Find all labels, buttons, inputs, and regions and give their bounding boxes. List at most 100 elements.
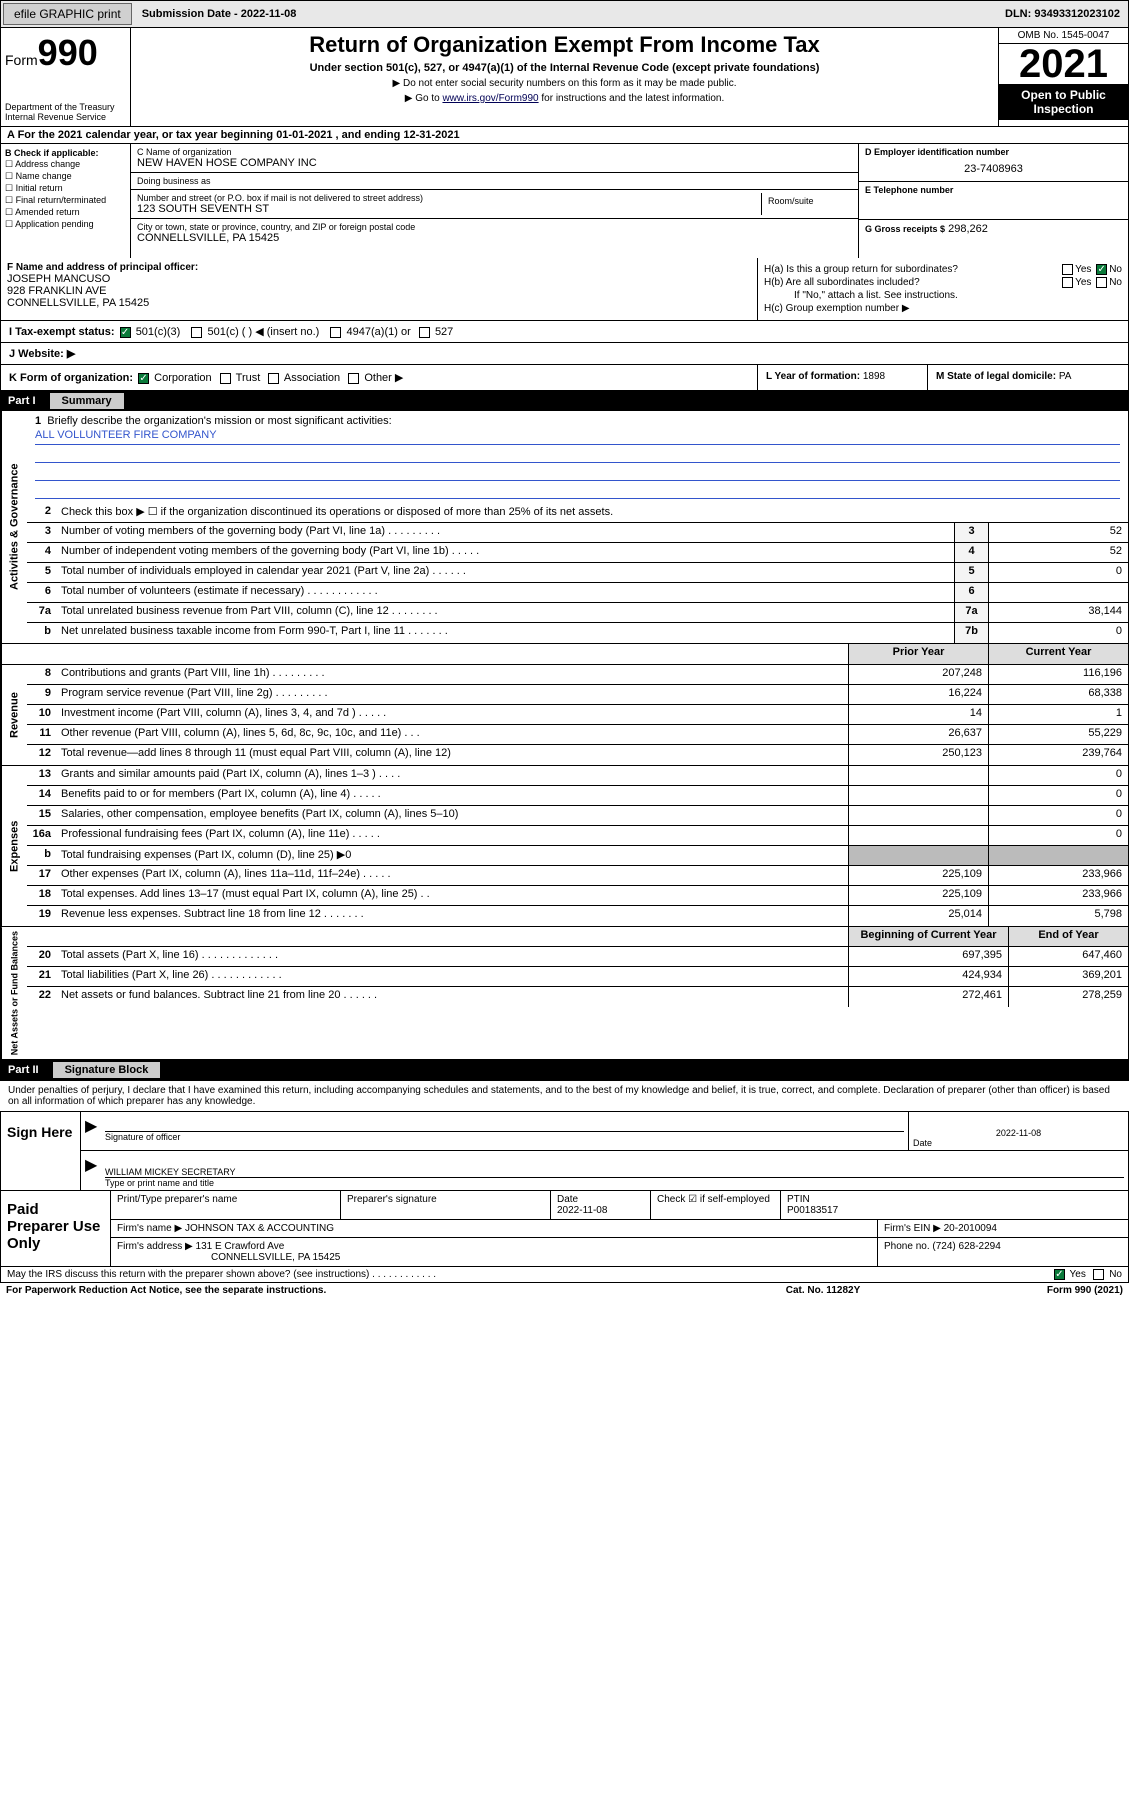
prep-date-val: 2022-11-08 [557, 1205, 607, 1216]
summary-row: 15Salaries, other compensation, employee… [27, 806, 1128, 826]
summary-row: 12Total revenue—add lines 8 through 11 (… [27, 745, 1128, 765]
dba-label: Doing business as [137, 176, 852, 186]
officer-label: F Name and address of principal officer: [7, 262, 751, 273]
footer-bottom: For Paperwork Reduction Act Notice, see … [0, 1283, 1129, 1298]
hb-line: H(b) Are all subordinates included? Yes … [764, 277, 1122, 288]
city-label: City or town, state or province, country… [137, 222, 852, 232]
firm-phone-val: (724) 628-2294 [932, 1241, 1000, 1252]
501c3-chk[interactable]: ✓ [120, 327, 131, 338]
summary-row: 18Total expenses. Add lines 13–17 (must … [27, 886, 1128, 906]
part2-header: Part II Signature Block [0, 1060, 1129, 1080]
summary-exp: Expenses 13Grants and similar amounts pa… [0, 766, 1129, 927]
527-chk[interactable] [419, 327, 430, 338]
prep-sig-lbl: Preparer's signature [341, 1191, 551, 1219]
org-name-label: C Name of organization [137, 147, 852, 157]
footer-discuss: May the IRS discuss this return with the… [0, 1267, 1129, 1283]
summary-row: 17Other expenses (Part IX, column (A), l… [27, 866, 1128, 886]
topbar: efile GRAPHIC print Submission Date - 20… [0, 0, 1129, 28]
ptin-val: P00183517 [787, 1205, 838, 1216]
ha-no[interactable]: ✓ [1096, 264, 1107, 275]
chk-amended[interactable]: ☐ Amended return [5, 207, 126, 218]
side-net: Net Assets or Fund Balances [1, 927, 27, 1059]
chk-name[interactable]: ☐ Name change [5, 171, 126, 182]
summary-row: 11Other revenue (Part VIII, column (A), … [27, 725, 1128, 745]
irs-label: Internal Revenue Service [5, 112, 126, 122]
section-bcd: B Check if applicable: ☐ Address change … [0, 144, 1129, 258]
firm-name-val: JOHNSON TAX & ACCOUNTING [185, 1223, 334, 1234]
hb-note: If "No," attach a list. See instructions… [764, 290, 1122, 301]
mission-text: ALL VOLLUNTEER FIRE COMPANY [35, 429, 1120, 445]
note-link: ▶ Go to www.irs.gov/Form990 for instruct… [139, 93, 990, 104]
sig-arrow2-icon: ▶ [81, 1151, 101, 1190]
side-gov: Activities & Governance [1, 411, 27, 643]
summary-row: 21Total liabilities (Part X, line 26) . … [27, 967, 1128, 987]
chk-pending[interactable]: ☐ Application pending [5, 219, 126, 230]
ha-yes[interactable] [1062, 264, 1073, 275]
firm-ein-lbl: Firm's EIN ▶ [884, 1223, 941, 1234]
row-m: M State of legal domicile: PA [928, 365, 1128, 390]
officer-name: JOSEPH MANCUSO [7, 273, 751, 285]
street-value: 123 SOUTH SEVENTH ST [137, 203, 761, 215]
summary-row: 6Total number of volunteers (estimate if… [27, 583, 1128, 603]
firm-addr-lbl: Firm's address ▶ [117, 1241, 193, 1252]
sig-date-value: 2022-11-08 [913, 1114, 1124, 1138]
cat-no: Cat. No. 11282Y [723, 1285, 923, 1296]
gross-label: G Gross receipts $ [865, 224, 945, 234]
row-i: I Tax-exempt status: ✓ 501(c)(3) 501(c) … [1, 321, 1128, 343]
row-klm: K Form of organization: ✓ Corporation Tr… [0, 365, 1129, 391]
sig-name-label: Type or print name and title [105, 1178, 214, 1188]
submission-date: Submission Date - 2022-11-08 [134, 5, 305, 23]
4947-chk[interactable] [330, 327, 341, 338]
form-title: Return of Organization Exempt From Incom… [139, 32, 990, 58]
pra-notice: For Paperwork Reduction Act Notice, see … [6, 1285, 723, 1296]
dept-label: Department of the Treasury [5, 102, 126, 112]
discuss-no[interactable] [1093, 1269, 1104, 1280]
summary-row: 16aProfessional fundraising fees (Part I… [27, 826, 1128, 846]
open-public: Open to Public Inspection [999, 84, 1128, 120]
row-a-period: A For the 2021 calendar year, or tax yea… [0, 127, 1129, 144]
summary-row: 4Number of independent voting members of… [27, 543, 1128, 563]
hb-yes[interactable] [1062, 277, 1073, 288]
hc-line: H(c) Group exemption number ▶ [764, 303, 1122, 314]
summary-row: 14Benefits paid to or for members (Part … [27, 786, 1128, 806]
paid-preparer-block: Paid Preparer Use Only Print/Type prepar… [0, 1191, 1129, 1267]
discuss-yes[interactable]: ✓ [1054, 1269, 1065, 1280]
efile-print-button[interactable]: efile GRAPHIC print [3, 3, 132, 25]
501c-chk[interactable] [191, 327, 202, 338]
sig-officer-label: Signature of officer [105, 1132, 180, 1142]
corp-chk[interactable]: ✓ [138, 373, 149, 384]
form-ref: Form 990 (2021) [923, 1285, 1123, 1296]
irs-link[interactable]: www.irs.gov/Form990 [442, 93, 538, 104]
sig-arrow-icon: ▶ [81, 1112, 101, 1150]
officer-addr2: CONNELLSVILLE, PA 15425 [7, 297, 751, 309]
chk-address[interactable]: ☐ Address change [5, 159, 126, 170]
assoc-chk[interactable] [268, 373, 279, 384]
gross-value: 298,262 [948, 223, 988, 235]
other-chk[interactable] [348, 373, 359, 384]
row-j: J Website: ▶ [1, 343, 1128, 364]
summary-row: 7aTotal unrelated business revenue from … [27, 603, 1128, 623]
chk-initial[interactable]: ☐ Initial return [5, 183, 126, 194]
ha-line: H(a) Is this a group return for subordin… [764, 264, 1122, 275]
firm-name-lbl: Firm's name ▶ [117, 1223, 182, 1234]
summary-row: 9Program service revenue (Part VIII, lin… [27, 685, 1128, 705]
prep-self-emp: Check ☑ if self-employed [651, 1191, 781, 1219]
row-k: K Form of organization: ✓ Corporation Tr… [1, 365, 758, 390]
prep-label: Paid Preparer Use Only [1, 1191, 111, 1266]
hb-no[interactable] [1096, 277, 1107, 288]
room-label: Room/suite [768, 196, 846, 206]
ein-label: D Employer identification number [865, 147, 1122, 157]
summary-rev: Revenue 8Contributions and grants (Part … [0, 665, 1129, 766]
prep-name-lbl: Print/Type preparer's name [111, 1191, 341, 1219]
trust-chk[interactable] [220, 373, 231, 384]
firm-addr2: CONNELLSVILLE, PA 15425 [117, 1252, 340, 1263]
dln: DLN: 93493312023102 [997, 5, 1128, 23]
hdr-prior: Prior Year [848, 644, 988, 664]
chk-final[interactable]: ☐ Final return/terminated [5, 195, 126, 206]
summary-row: 3Number of voting members of the governi… [27, 523, 1128, 543]
tax-year: 2021 [999, 44, 1128, 84]
firm-ein-val: 20-2010094 [944, 1223, 997, 1234]
sign-here-block: Sign Here ▶ Signature of officer 2022-11… [0, 1111, 1129, 1191]
row-ij: I Tax-exempt status: ✓ 501(c)(3) 501(c) … [0, 321, 1129, 365]
hdr-end: End of Year [1008, 927, 1128, 946]
